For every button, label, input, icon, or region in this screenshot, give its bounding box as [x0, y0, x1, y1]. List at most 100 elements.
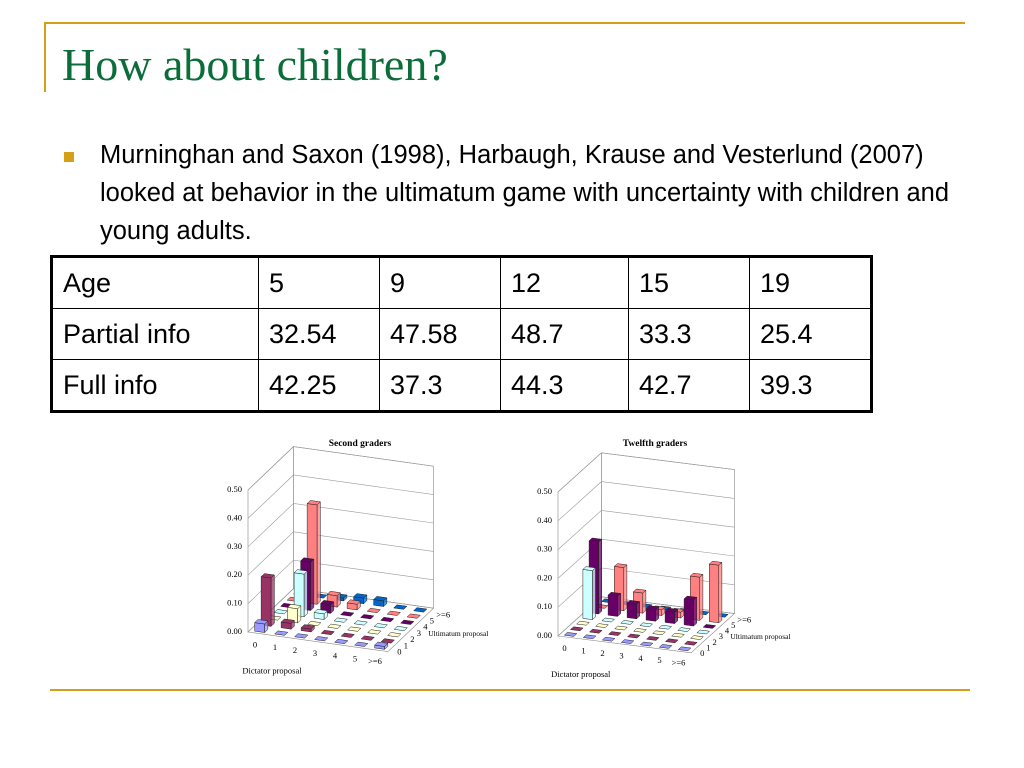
bar-top — [709, 560, 723, 566]
bar-front — [683, 598, 694, 627]
bar-top — [287, 604, 302, 609]
z-tick-label: 0.40 — [537, 515, 552, 525]
bar-side — [699, 574, 704, 621]
bar-top — [306, 500, 321, 506]
bar — [639, 622, 653, 628]
bar-top — [671, 632, 685, 638]
bar — [601, 617, 615, 623]
depth-tick-label: >=6 — [436, 609, 450, 619]
bar — [646, 636, 660, 641]
bar-top — [314, 636, 329, 642]
grid-line — [557, 481, 735, 522]
depth-tick-label: 5 — [430, 615, 434, 625]
bar — [380, 638, 395, 644]
bar-side — [316, 501, 321, 605]
bar-top — [678, 646, 692, 652]
table-cell: Age — [51, 256, 259, 309]
x-tick-label: 5 — [353, 653, 357, 663]
table-cell: 33.3 — [628, 308, 750, 360]
bar — [393, 626, 408, 631]
bar-top — [353, 593, 368, 599]
bar-top — [627, 633, 641, 639]
footer-line — [50, 689, 970, 691]
bar — [393, 604, 408, 610]
bar — [626, 600, 640, 620]
bar-top — [614, 563, 628, 568]
bar — [374, 641, 389, 650]
bar — [709, 560, 723, 624]
bar — [589, 628, 603, 634]
bar — [659, 644, 673, 649]
bullet-marker — [64, 152, 74, 162]
bar-top — [576, 620, 590, 626]
z-tick-label: 0.00 — [227, 626, 242, 636]
depth-tick-label: 5 — [731, 620, 735, 630]
bar-side — [270, 574, 275, 627]
bar-top — [393, 604, 408, 610]
bar — [696, 629, 710, 635]
bar-top — [570, 626, 584, 632]
x-tick-label: 0 — [253, 639, 257, 649]
bar-top — [366, 608, 381, 613]
bar — [347, 626, 362, 632]
bar-top — [608, 631, 622, 636]
bar — [294, 633, 309, 639]
x-axis-label: Dictator proposal — [242, 665, 302, 675]
bar — [254, 619, 269, 633]
z-tick-label: 0.20 — [227, 569, 242, 579]
z-tick-label: 0.30 — [227, 541, 242, 551]
bar-top — [564, 632, 578, 637]
bar — [576, 620, 590, 626]
grid-line — [557, 452, 735, 493]
x-tick-label: 4 — [638, 653, 643, 663]
bar — [658, 624, 672, 630]
bar-side — [623, 564, 628, 612]
bar — [400, 619, 415, 625]
bar — [621, 639, 635, 644]
bar — [274, 630, 289, 636]
bar — [608, 631, 622, 636]
bar-top — [413, 607, 428, 613]
bar-top — [254, 619, 269, 625]
bar-top — [353, 620, 368, 626]
x-tick-label: 5 — [657, 655, 661, 665]
table-row: Partial info 32.54 47.58 48.7 33.3 25.4 — [51, 308, 872, 360]
grid-line — [557, 510, 735, 550]
bar — [353, 593, 368, 604]
bar-top — [400, 619, 415, 625]
bar — [340, 632, 355, 638]
bar-top — [620, 620, 634, 625]
bar — [373, 623, 388, 629]
bar-top — [583, 634, 597, 640]
bar — [260, 573, 275, 627]
bar — [406, 613, 421, 619]
bar — [633, 628, 647, 633]
bar — [702, 624, 716, 629]
bar-top — [696, 629, 710, 635]
z-tick-label: 0.10 — [537, 601, 552, 611]
bar — [380, 617, 395, 622]
z-tick-label: 0.10 — [227, 598, 242, 608]
bar-front — [664, 610, 675, 624]
slide-title: How about children? — [62, 39, 448, 90]
table-cell: 37.3 — [379, 359, 501, 412]
bar-top — [659, 644, 673, 649]
accent-line — [44, 22, 46, 92]
bar-top — [633, 588, 647, 594]
bar-top — [380, 617, 395, 622]
bar-top — [652, 630, 666, 636]
bar — [354, 641, 369, 647]
bar — [320, 630, 335, 635]
bar-front — [260, 576, 272, 627]
depth-tick-label: >=6 — [737, 614, 751, 624]
bar-top — [320, 630, 335, 635]
bar-top — [293, 569, 308, 575]
bar-top — [280, 618, 295, 624]
table-cell: 25.4 — [749, 308, 872, 360]
bar — [607, 591, 621, 617]
bar-top — [626, 600, 640, 605]
bar-top — [320, 600, 335, 606]
bar-top — [380, 638, 395, 644]
bar-top — [646, 636, 660, 641]
